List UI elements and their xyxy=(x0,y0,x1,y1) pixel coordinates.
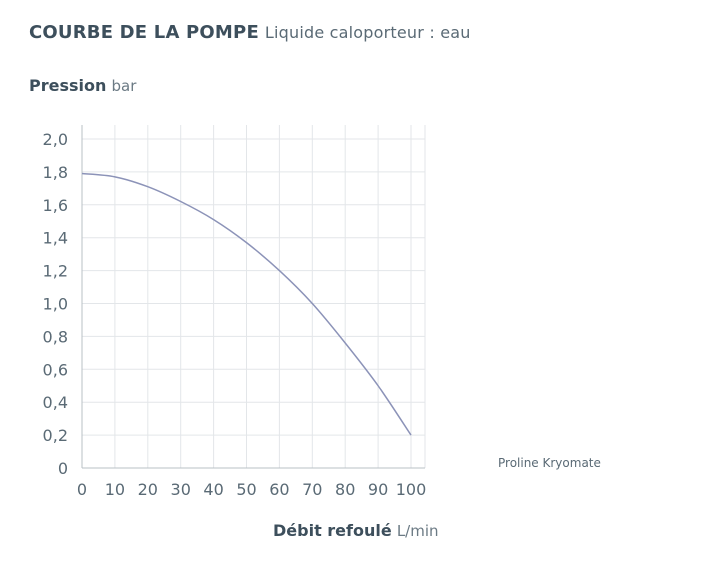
x-tick-label: 70 xyxy=(302,480,322,499)
y-tick-label: 1,4 xyxy=(43,229,68,248)
x-tick-label: 50 xyxy=(236,480,256,499)
x-tick-label: 40 xyxy=(203,480,223,499)
x-tick-label: 20 xyxy=(138,480,158,499)
series-lines xyxy=(81,172,412,436)
x-tick-label: 30 xyxy=(171,480,191,499)
y-tick-label: 0,4 xyxy=(43,393,68,412)
series-line-proline-kryomate xyxy=(81,172,412,436)
y-tick-label: 2,0 xyxy=(43,130,68,149)
x-tick-label: 60 xyxy=(269,480,289,499)
x-tick-label: 10 xyxy=(105,480,125,499)
y-tick-label: 1,0 xyxy=(43,295,68,314)
legend-entry: Proline Kryomate xyxy=(498,456,601,470)
grid xyxy=(82,125,426,468)
x-axis-label: Débit refoulé L/min xyxy=(273,521,439,540)
y-tick-label: 0,2 xyxy=(43,426,68,445)
chart-title: COURBE DE LA POMPE Liquide caloporteur :… xyxy=(29,22,471,43)
title-subtitle: Liquide caloporteur : eau xyxy=(264,23,471,42)
title-main: COURBE DE LA POMPE xyxy=(29,22,259,43)
y-tick-label: 1,2 xyxy=(43,262,68,281)
x-tick-label: 100 xyxy=(396,480,427,499)
y-axis-title: Pression xyxy=(29,76,107,95)
y-tick-label: 1,8 xyxy=(43,163,68,182)
y-tick-label: 0,6 xyxy=(43,360,68,379)
y-tick-label: 1,6 xyxy=(43,196,68,215)
y-ticks: 0 0,2 0,4 0,6 0,8 1,0 1,2 1,4 1,6 1,8 2,0 xyxy=(43,130,68,478)
x-axis-unit: L/min xyxy=(396,522,439,540)
y-tick-label: 0,8 xyxy=(43,327,68,346)
x-tick-label: 0 xyxy=(77,480,87,499)
x-ticks: 0 10 20 30 40 50 60 70 80 90 100 xyxy=(77,480,426,499)
axes xyxy=(81,125,425,469)
x-axis-title: Débit refoulé xyxy=(273,521,392,540)
y-axis-label: Pression bar xyxy=(29,76,136,95)
x-tick-label: 90 xyxy=(368,480,388,499)
x-tick-label: 80 xyxy=(335,480,355,499)
y-tick-label: 0 xyxy=(58,459,68,478)
y-axis-unit: bar xyxy=(111,77,137,95)
